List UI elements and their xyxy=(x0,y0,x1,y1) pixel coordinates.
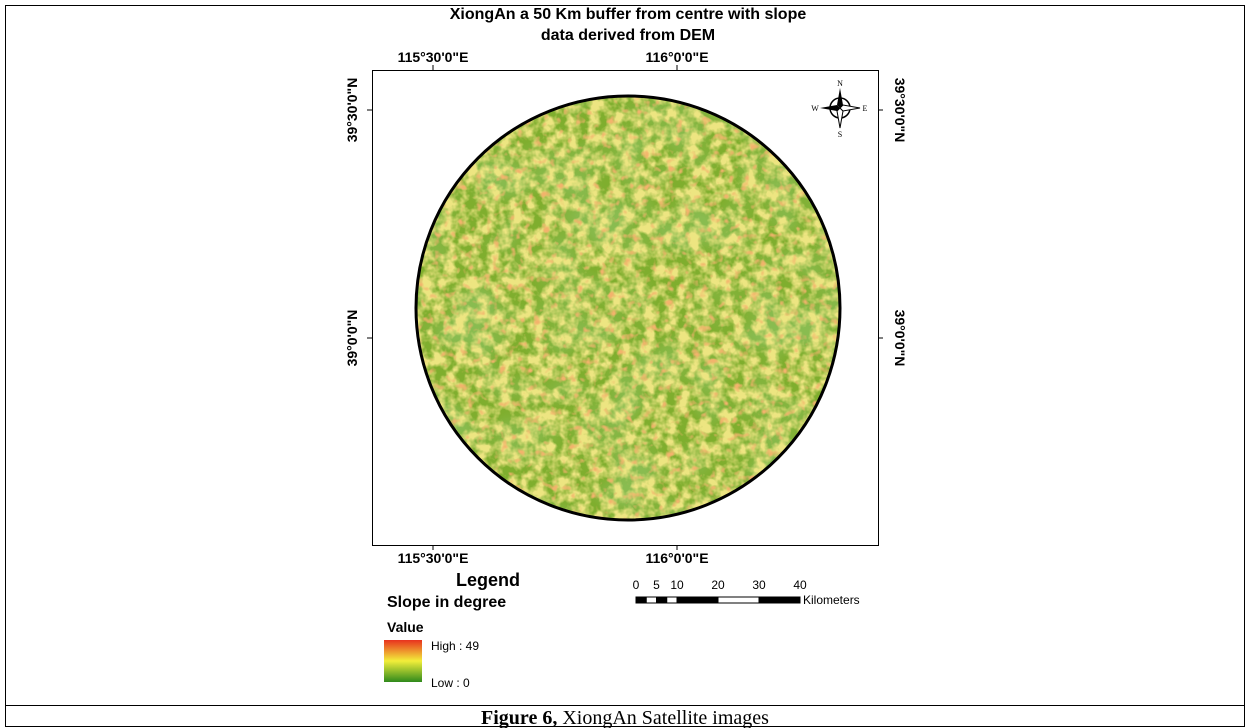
legend-heading: Legend xyxy=(456,570,520,590)
scale-segment xyxy=(667,597,677,603)
map-title: data derived from DEM xyxy=(541,27,715,44)
scale-segment xyxy=(759,597,800,603)
page: XiongAn a 50 Km buffer from centre with … xyxy=(0,0,1250,728)
map-title: XiongAn a 50 Km buffer from centre with … xyxy=(450,6,807,23)
legend-field: Value xyxy=(387,619,424,635)
latitude-label: 39°30'0"N xyxy=(344,78,360,143)
legend-high: High : 49 xyxy=(431,639,479,653)
compass-label: E xyxy=(863,104,868,113)
scale-unit: Kilometers xyxy=(803,593,860,607)
legend-ramp xyxy=(384,640,422,682)
legend-low: Low : 0 xyxy=(431,676,470,690)
scale-label: 5 xyxy=(653,578,660,592)
latitude-label: 39°0'0"N xyxy=(892,310,908,367)
caption-label: Figure 6, xyxy=(481,707,557,728)
scale-label: 10 xyxy=(670,578,684,592)
scale-segment xyxy=(646,597,656,603)
caption-text: XiongAn Satellite images xyxy=(557,707,769,728)
scale-segment xyxy=(677,597,718,603)
scale-label: 0 xyxy=(633,578,640,592)
north-arrow: N S E W xyxy=(811,79,867,139)
scale-segment xyxy=(636,597,646,603)
compass-label: S xyxy=(838,130,842,139)
figure-caption: Figure 6, XiongAn Satellite images xyxy=(481,707,769,728)
slope-raster xyxy=(416,96,840,520)
scale-label: 40 xyxy=(793,578,807,592)
longitude-label: 115°30'0"E xyxy=(398,49,469,65)
longitude-label: 116°0'0"E xyxy=(645,550,708,566)
compass-label: N xyxy=(837,79,843,88)
longitude-label: 115°30'0"E xyxy=(398,550,469,566)
scale-label: 20 xyxy=(711,578,725,592)
scale-label: 30 xyxy=(752,578,766,592)
scale-segment xyxy=(657,597,667,603)
latitude-label: 39°30'0"N xyxy=(892,78,908,143)
scale-segment xyxy=(718,597,759,603)
legend-title: Slope in degree xyxy=(387,594,506,611)
compass-label: W xyxy=(811,104,819,113)
longitude-label: 116°0'0"E xyxy=(645,49,708,65)
latitude-label: 39°0'0"N xyxy=(344,310,360,367)
